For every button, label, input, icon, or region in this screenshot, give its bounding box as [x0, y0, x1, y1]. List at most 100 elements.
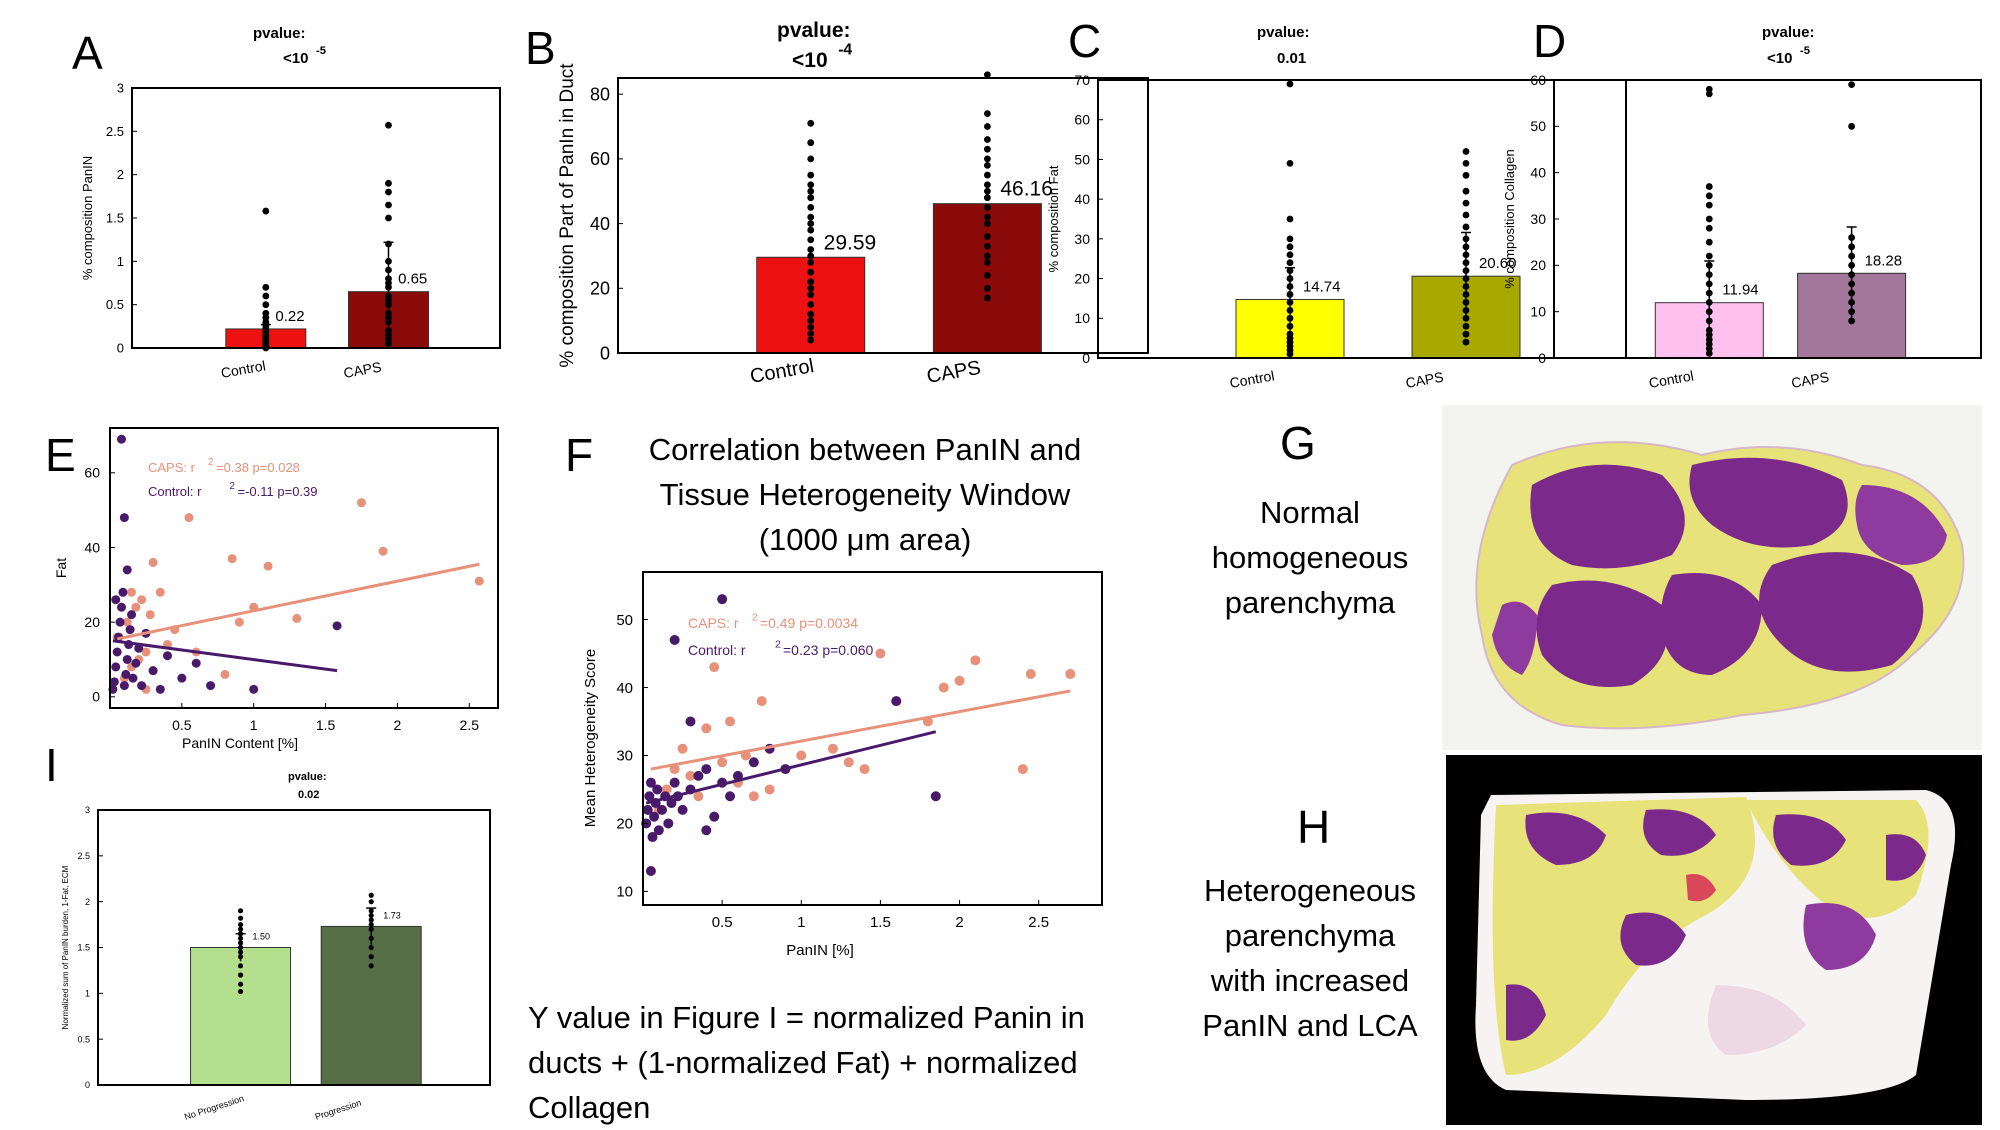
scatter-point-e-0-9: [155, 587, 165, 597]
datapoint-d-0-18: [1705, 192, 1713, 200]
legend-name-f-0: CAPS: r: [688, 615, 739, 631]
plot-bg-e: [110, 428, 498, 708]
scatter-point-f-0-25: [1025, 668, 1036, 679]
datapoint-b-1-10: [983, 194, 991, 202]
plot-frame-b: [617, 77, 1149, 354]
scatter-point-e-0-22: [148, 557, 158, 567]
scatter-point-f-1-17: [693, 770, 704, 781]
ytick-label-i-3: 1.5: [77, 943, 90, 953]
datapoint-d-1-9: [1848, 234, 1856, 241]
datapoint-d-1-3: [1848, 289, 1856, 297]
datapoint-c-0-20: [1286, 80, 1294, 88]
datapoint-i-1-0: [368, 963, 374, 969]
category-label-c-0: Control: [1228, 367, 1275, 391]
ytick-label-d-5: 50: [1530, 118, 1546, 134]
value-label-i-1: 1.73: [383, 910, 401, 920]
note-line1: Y value in Figure I = normalized Panin i…: [528, 1000, 1085, 1035]
datapoint-a-0-17: [262, 325, 270, 333]
scatter-point-f-0-17: [843, 757, 854, 768]
panel-label-e: E: [45, 429, 76, 481]
plot-frame-d: [1553, 79, 1982, 359]
datapoint-c-1-15: [1462, 211, 1470, 219]
legend-name-f-1: Control: r: [688, 642, 746, 658]
datapoint-b-1-11: [983, 187, 991, 195]
datapoint-b-0-1: [807, 330, 815, 337]
scatter-point-e-0-18: [292, 613, 302, 623]
histology-image-normal: [1442, 405, 1982, 750]
datapoint-i-0-11: [237, 921, 244, 928]
ytick-label-i-0: 0: [85, 1080, 90, 1090]
pvalue-value-b: <10: [792, 49, 828, 72]
datapoint-b-0-24: [807, 119, 815, 127]
y-axis-label-b: % composition Part of PanIn in Duct: [557, 63, 578, 368]
scatter-point-e-1-27: [122, 565, 132, 575]
ytick-label-i-2: 1: [85, 988, 90, 998]
datapoint-b-1-18: [983, 123, 991, 130]
category-label-d-1: CAPS: [1790, 369, 1830, 391]
datapoint-b-0-20: [807, 181, 815, 189]
y-axis-label-a: % composition PanIN: [80, 156, 95, 280]
scatter-point-f-1-19: [709, 811, 720, 822]
datapoint-b-1-16: [983, 145, 991, 153]
datapoint-b-0-9: [807, 268, 815, 276]
datapoint-b-1-6: [983, 233, 991, 240]
value-label-b-1: 46.16: [1000, 178, 1053, 201]
datapoint-i-0-5: [237, 949, 244, 955]
datapoint-a-0-12: [262, 207, 270, 215]
datapoint-d-1-5: [1848, 271, 1856, 278]
datapoint-b-1-1: [983, 284, 991, 292]
scatter-point-e-1-30: [249, 684, 259, 694]
legend-exp-f-0: 2: [752, 612, 758, 624]
datapoint-i-0-8: [237, 935, 244, 941]
ytick-label-e-2: 40: [84, 539, 100, 555]
panel-label-c: C: [1068, 15, 1102, 67]
datapoint-b-1-7: [983, 220, 991, 227]
datapoint-b-0-4: [807, 310, 815, 318]
scatter-point-f-0-11: [748, 791, 759, 802]
scatter-point-e-1-20: [155, 684, 165, 694]
scatter-point-f-0-12: [756, 696, 767, 707]
panel-label-g: G: [1280, 417, 1316, 469]
datapoint-c-1-16: [1462, 199, 1470, 207]
chart-a: pvalue: <10 -5 0.22 Control 0.65 CAPS 0 0.5 1 1.5 2…: [80, 25, 501, 381]
ytick-label-a-6: 3: [117, 81, 124, 96]
plot-bg-f: [643, 572, 1102, 905]
scatter-point-e-1-8: [119, 681, 129, 691]
datapoint-i-1-1: [368, 954, 374, 960]
datapoint-a-1-13: [385, 201, 392, 209]
ytick-label-d-6: 60: [1530, 72, 1546, 88]
legend-stat-e-0: =0.38 p=0.028: [216, 460, 300, 475]
ytick-label-d-2: 20: [1530, 257, 1546, 273]
scatter-point-e-1-12: [125, 625, 135, 635]
scatter-point-f-0-3: [677, 743, 688, 754]
datapoint-b-0-22: [807, 155, 815, 163]
datapoint-a-1-17: [385, 331, 392, 339]
panel-g-caption: Normal homogeneous parenchyma: [1180, 490, 1440, 625]
datapoint-d-1-7: [1848, 252, 1856, 260]
panel-h-caption: Heterogeneous parenchyma with increased …: [1170, 868, 1450, 1048]
datapoint-b-0-11: [807, 252, 815, 260]
value-label-d-1: 18.28: [1865, 252, 1903, 269]
scatter-point-e-0-11: [184, 513, 194, 523]
legend-stat-f-0: =0.49 p=0.0034: [760, 615, 858, 631]
datapoint-c-0-11: [1286, 283, 1294, 290]
datapoint-a-1-20: [385, 279, 392, 287]
y-axis-label-c: % composition Fat: [1046, 165, 1061, 272]
fit-line-f-0: [650, 689, 1071, 771]
datapoint-b-1-8: [983, 213, 991, 221]
scatter-point-f-0-16: [827, 743, 838, 754]
ytick-label-e-3: 60: [84, 465, 100, 481]
scatter-point-f-1-27: [669, 634, 680, 645]
datapoint-a-1-16: [385, 121, 392, 129]
scatter-point-f-0-23: [970, 655, 981, 666]
y-axis-label-i: Normalized sum of PanIN burden, 1-Fat, E…: [61, 865, 70, 1029]
datapoint-b-1-17: [983, 136, 991, 143]
scatter-point-e-1-10: [122, 654, 132, 664]
datapoint-i-1-6: [368, 917, 374, 923]
scatter-point-f-1-13: [669, 777, 680, 788]
xtick-label-f-3: 2: [955, 914, 963, 931]
pvalue-title-i: pvalue:: [288, 771, 327, 783]
bar-i-1: [320, 925, 422, 1086]
scatter-point-e-0-15: [234, 617, 244, 627]
